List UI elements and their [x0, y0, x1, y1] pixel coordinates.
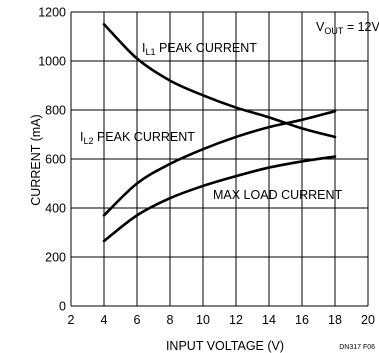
il1-series-label: IL1 PEAK CURRENT [142, 41, 257, 57]
y-tick-label: 1200 [38, 6, 66, 20]
figure-id: DN317 F06 [339, 344, 375, 351]
il1-peak-current-line [102, 22, 337, 139]
y-tick-label: 400 [45, 202, 66, 216]
x-tick-label: 16 [295, 313, 309, 327]
x-tick-label: 4 [101, 313, 108, 327]
x-tick-label: 12 [229, 313, 243, 327]
x-tick-label: 6 [134, 313, 141, 327]
y-tick-label: 1000 [38, 55, 66, 69]
y-tick-label: 800 [45, 104, 66, 118]
x-tick-label: 10 [196, 313, 210, 327]
y-tick-label: 200 [45, 251, 66, 265]
max-load-series-label: MAX LOAD CURRENT [213, 188, 343, 202]
x-tick-label: 14 [262, 313, 276, 327]
vout-annotation: VOUT = 12V [316, 20, 379, 36]
max-load-current-line [102, 155, 337, 243]
y-tick-label: 600 [45, 153, 66, 167]
x-axis-title: INPUT VOLTAGE (V) [166, 339, 284, 353]
x-tick-label: 20 [361, 313, 375, 327]
curves [102, 22, 337, 243]
y-axis-title: CURRENT (mA) [29, 114, 43, 205]
il2-peak-current-line [102, 109, 337, 217]
x-tick-label: 18 [328, 313, 342, 327]
il2-series-label: IL2 PEAK CURRENT [80, 130, 195, 146]
x-tick-label: 2 [68, 313, 75, 327]
x-tick-label: 8 [167, 313, 174, 327]
y-tick-label: 0 [59, 300, 66, 314]
